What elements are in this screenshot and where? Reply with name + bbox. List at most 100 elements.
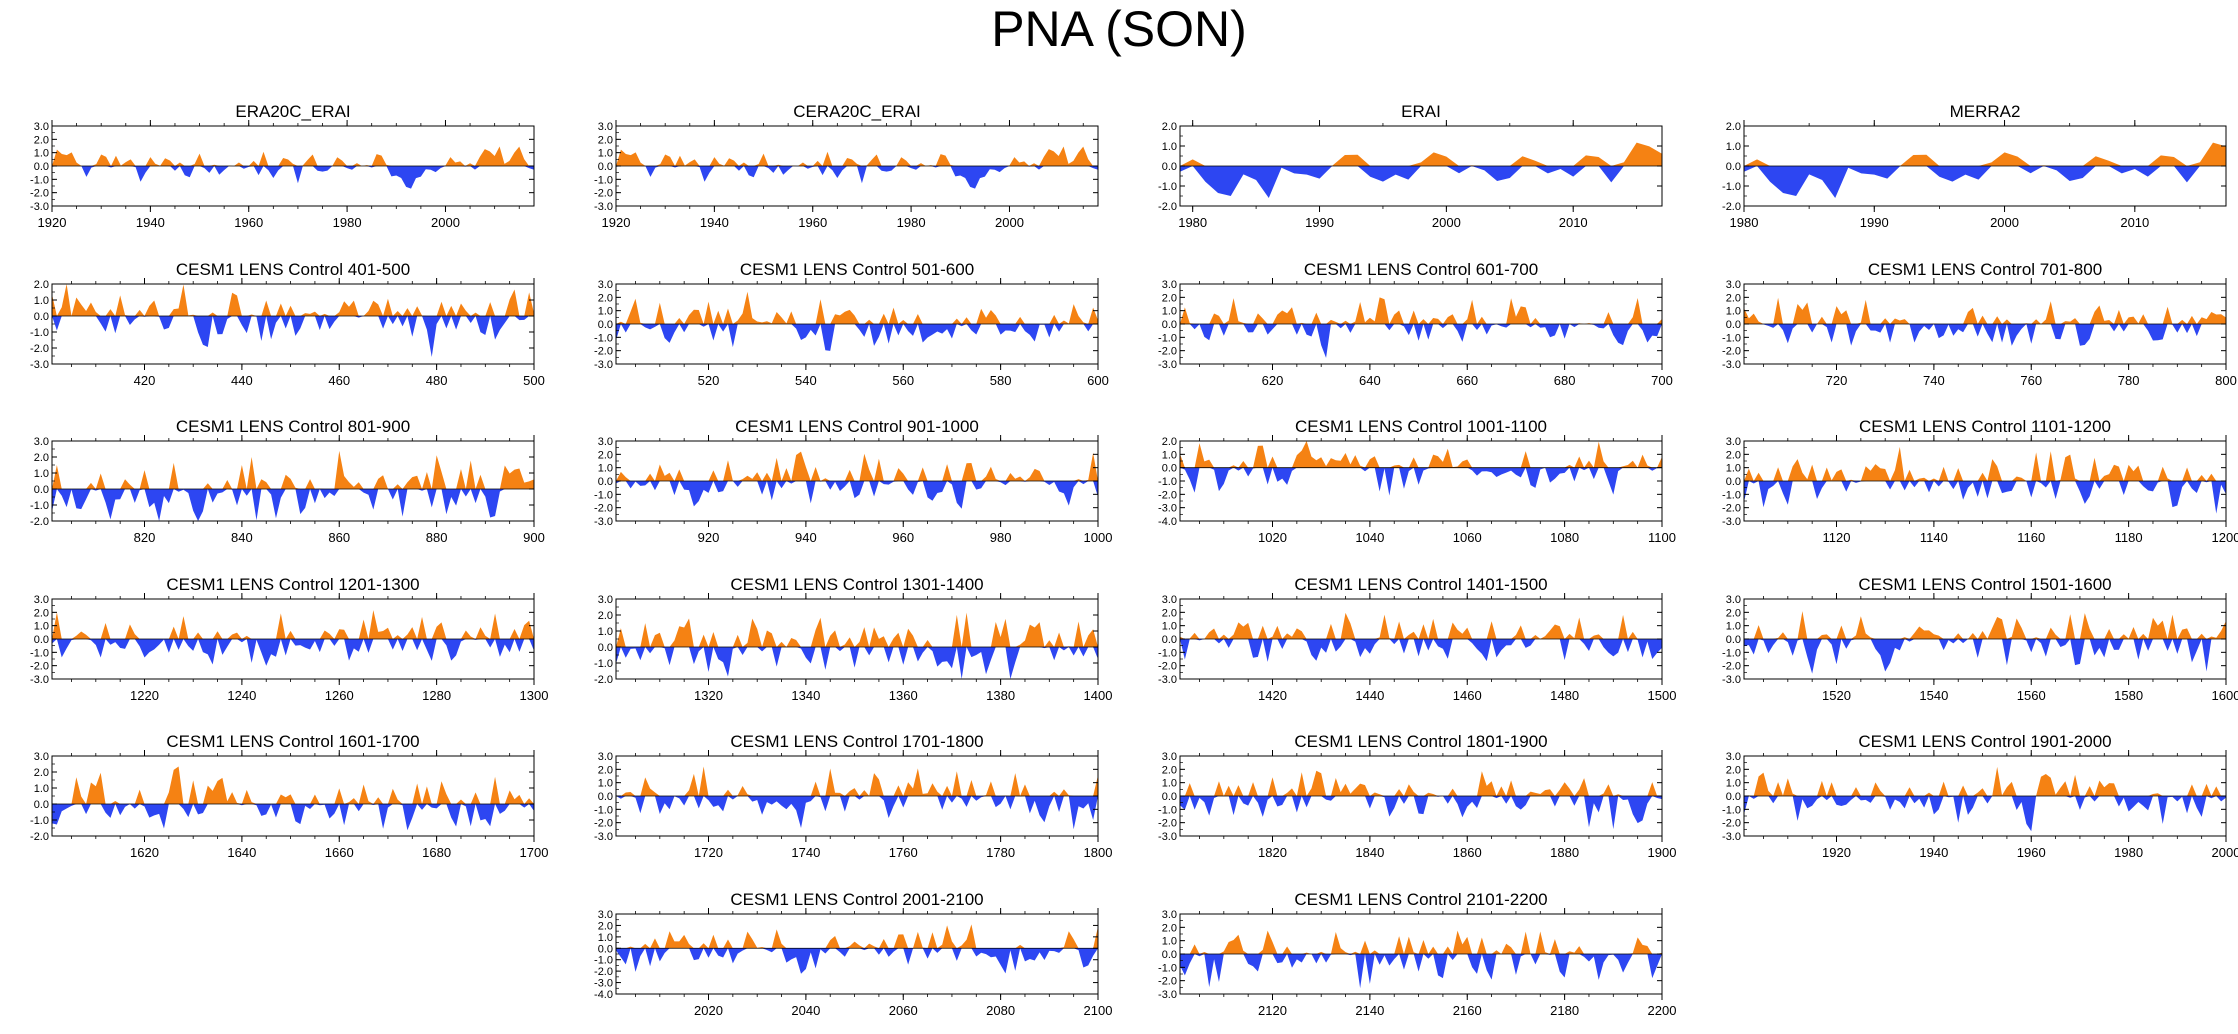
x-tick-label: 1060 [1453, 530, 1482, 545]
y-tick-label: -2.0 [1158, 661, 1177, 673]
y-tick-label: 2.0 [34, 452, 49, 464]
negative-area [1744, 324, 2226, 346]
negative-area [52, 804, 534, 831]
y-tick-label: 3.0 [1162, 594, 1177, 606]
y-tick-label: -1.0 [1158, 332, 1177, 344]
x-tick-label: 520 [698, 373, 720, 388]
panel-title: CESM1 LENS Control 1601-1700 [166, 732, 419, 751]
x-tick-label: 2160 [1453, 1003, 1482, 1018]
panel-14: CESM1 LENS Control 1301-1400 -2.0 -1.0 0.0 1… [594, 575, 1112, 703]
y-tick-label: -3.0 [594, 516, 613, 528]
x-tick-label: 1960 [798, 215, 827, 230]
positive-area [1744, 766, 2226, 796]
x-tick-label: 1800 [1084, 845, 1113, 860]
y-tick-label: -2.0 [594, 966, 613, 978]
y-tick-label: -2.0 [30, 343, 49, 355]
plot-frame [1179, 440, 1663, 522]
negative-area [1180, 954, 1662, 989]
y-tick-label: 0.0 [1162, 319, 1177, 331]
y-tick-label: 0.0 [598, 476, 613, 488]
y-tick-label: 1.0 [1726, 141, 1741, 153]
y-tick-label: -2.0 [594, 346, 613, 358]
x-tick-label: 800 [2215, 373, 2237, 388]
y-tick-label: -1.0 [1722, 804, 1741, 816]
x-tick-label: 580 [990, 373, 1012, 388]
y-tick-label: 2.0 [34, 279, 49, 291]
y-tick-label: -2.0 [1158, 489, 1177, 501]
x-tick-label: 460 [328, 373, 350, 388]
y-tick-label: -2.0 [1158, 346, 1177, 358]
x-tick-label: 600 [1087, 373, 1109, 388]
y-tick-label: 2.0 [1162, 764, 1177, 776]
y-tick-label: -2.0 [1722, 503, 1741, 515]
x-tick-label: 960 [892, 530, 914, 545]
y-tick-label: 0.0 [598, 791, 613, 803]
y-tick-label: 2.0 [598, 134, 613, 146]
x-tick-label: 620 [1262, 373, 1284, 388]
x-tick-label: 1720 [694, 845, 723, 860]
x-tick-label: 1320 [694, 688, 723, 703]
x-tick-label: 1300 [520, 688, 549, 703]
y-tick-label: 2.0 [1726, 292, 1741, 304]
x-tick-label: 640 [1359, 373, 1381, 388]
y-tick-label: 0.0 [1726, 476, 1741, 488]
y-tick-label: -3.0 [1158, 831, 1177, 843]
negative-area [52, 639, 534, 666]
y-tick-label: -1.0 [30, 327, 49, 339]
panel-title: CESM1 LENS Control 1201-1300 [166, 575, 419, 594]
panel-title: ERAI [1401, 102, 1441, 121]
panel-title: CESM1 LENS Control 601-700 [1304, 260, 1538, 279]
x-tick-label: 1080 [1550, 530, 1579, 545]
y-tick-label: 3.0 [1162, 751, 1177, 763]
y-tick-label: 3.0 [1726, 594, 1741, 606]
y-tick-label: -1.0 [594, 489, 613, 501]
panel-18: CESM1 LENS Control 1701-1800 -3.0-2.0 -1.0… [594, 732, 1112, 860]
panel-17: CESM1 LENS Control 1601-1700 -2.0 -1.0 0.0 1… [30, 732, 548, 860]
y-tick-label: -2.0 [30, 516, 49, 528]
x-tick-label: 1920 [602, 215, 631, 230]
y-tick-label: 2.0 [34, 607, 49, 619]
y-tick-label: 1.0 [1162, 936, 1177, 948]
y-tick-label: -1.0 [1722, 489, 1741, 501]
x-tick-label: 2060 [889, 1003, 918, 1018]
x-tick-label: 440 [231, 373, 253, 388]
y-tick-label: -1.0 [594, 955, 613, 967]
x-tick-label: 1500 [1648, 688, 1677, 703]
y-tick-label: 2.0 [1162, 292, 1177, 304]
y-tick-label: 2.0 [1726, 449, 1741, 461]
x-tick-label: 1700 [520, 845, 549, 860]
x-tick-label: 1840 [1355, 845, 1384, 860]
y-tick-label: 2.0 [1162, 922, 1177, 934]
panel-title: ERA20C_ERAI [235, 102, 350, 121]
negative-area [616, 948, 1098, 974]
y-tick-label: 2.0 [598, 449, 613, 461]
y-tick-label: 0.0 [1162, 949, 1177, 961]
x-tick-label: 1640 [227, 845, 256, 860]
x-tick-label: 540 [795, 373, 817, 388]
panel-3: ERAI -2.0 -1.0 0.0 1.0 2.0 1980 1990 2000 2010 [1158, 102, 1663, 230]
x-tick-label: 1140 [1920, 530, 1948, 545]
y-tick-label: 2.0 [34, 134, 49, 146]
y-tick-label: 1.0 [1162, 306, 1177, 318]
x-tick-label: 2080 [986, 1003, 1015, 1018]
panel-title: CESM1 LENS Control 501-600 [740, 260, 974, 279]
x-tick-label: 2020 [694, 1003, 723, 1018]
x-tick-label: 980 [990, 530, 1012, 545]
y-tick-label: 3.0 [34, 121, 49, 133]
x-tick-label: 1660 [325, 845, 354, 860]
x-tick-label: 680 [1554, 373, 1576, 388]
y-tick-label: -2.0 [1722, 346, 1741, 358]
x-tick-label: 2010 [1559, 215, 1588, 230]
x-tick-label: 1860 [1453, 845, 1482, 860]
y-tick-label: 1.0 [1726, 778, 1741, 790]
y-tick-label: 0.0 [598, 943, 613, 955]
y-tick-label: -3.0 [1158, 674, 1177, 686]
x-tick-label: 1220 [130, 688, 159, 703]
y-tick-label: 1.0 [598, 778, 613, 790]
y-tick-label: 0.0 [1726, 634, 1741, 646]
panel-2: CERA20C_ERAI -3.0-2.0 -1.00.01.0 2.03.0 1920… [594, 102, 1099, 230]
y-tick-label: -1.0 [30, 174, 49, 186]
y-tick-label: 3.0 [1726, 279, 1741, 291]
positive-area [616, 766, 1098, 796]
y-tick-label: -2.0 [1722, 201, 1741, 213]
